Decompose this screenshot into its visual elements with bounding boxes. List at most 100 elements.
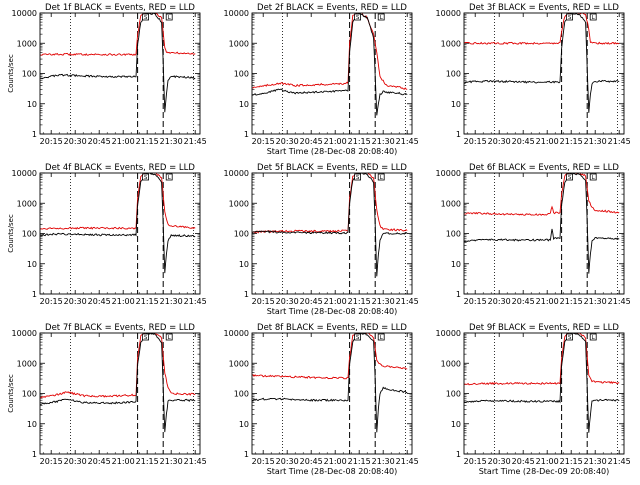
y-tick-label: 10: [451, 260, 461, 269]
y-tick-label: 1: [32, 130, 37, 139]
state-marker-label: S: [568, 175, 572, 181]
x-tick-label: 20:45: [300, 297, 323, 306]
events-series: [464, 13, 620, 113]
x-tick-label: 20:30: [64, 297, 87, 306]
state-marker-label: S: [144, 335, 148, 341]
events-series: [40, 173, 196, 274]
state-marker-label: L: [168, 15, 172, 21]
state-marker-box: [566, 173, 573, 181]
state-marker-box: [377, 13, 385, 21]
x-tick-label: 21:00: [112, 457, 135, 466]
events-series: [464, 333, 620, 433]
y-tick-label: 10: [27, 260, 37, 269]
x-tick-label: 21:30: [160, 457, 183, 466]
plot-frame: [251, 12, 413, 135]
y-tick-label: 1000: [441, 199, 461, 208]
state-marker-label: S: [356, 175, 360, 181]
x-tick-label: 21:45: [184, 297, 207, 306]
x-tick-label: 21:00: [324, 457, 347, 466]
y-axis-label: Counts/sec: [7, 54, 15, 93]
series-group: [252, 333, 408, 433]
x-tick-label: 21:00: [324, 297, 347, 306]
state-marker-box: [165, 173, 173, 181]
lld-series: [40, 173, 196, 230]
events-series: [252, 13, 408, 116]
panel-title: Det 6f BLACK = Events, RED = LLD: [469, 163, 619, 173]
x-tick-label: 21:00: [112, 297, 135, 306]
state-marker-label: L: [168, 335, 172, 341]
panel-2: Det 2f BLACK = Events, RED = LLD 1 10 100 10…: [224, 3, 419, 156]
x-tick-label: 21:15: [560, 457, 583, 466]
y-tick-label: 10: [451, 100, 461, 109]
x-tick-label: 21:15: [348, 137, 371, 146]
lld-series: [252, 173, 408, 234]
panel-title: Det 3f BLACK = Events, RED = LLD: [469, 3, 619, 13]
state-marker-box: [142, 173, 150, 181]
y-tick-label: 10000: [436, 9, 461, 18]
y-tick-label: 1: [244, 290, 249, 299]
y-tick-label: 1: [456, 130, 461, 139]
x-tick-label: 20:15: [252, 457, 275, 466]
series-group: [464, 173, 620, 274]
x-tick-label: 20:45: [88, 457, 111, 466]
series-group: [252, 13, 408, 116]
panel-4: Det 4f BLACK = Events, RED = LLD Counts/s…: [7, 163, 207, 306]
y-tick-label: 1000: [441, 359, 461, 368]
state-marker-box: [165, 13, 173, 21]
series-group: [40, 13, 196, 113]
x-tick-label: 21:30: [584, 297, 607, 306]
x-tick-label: 20:15: [40, 457, 63, 466]
x-tick-label: 20:45: [512, 457, 535, 466]
x-tick-label: 21:00: [324, 137, 347, 146]
x-tick-label: 21:30: [160, 297, 183, 306]
x-tick-label: 21:00: [536, 137, 559, 146]
x-tick-label: 21:15: [136, 137, 159, 146]
x-axis-label: Start Time (28-Dec-08 20:08:40): [267, 147, 398, 156]
panel-title: Det 9f BLACK = Events, RED = LLD: [469, 323, 619, 333]
state-marker-label: S: [144, 15, 148, 21]
x-tick-label: 21:00: [536, 297, 559, 306]
x-tick-label: 20:30: [64, 137, 87, 146]
x-tick-label: 21:45: [396, 297, 419, 306]
state-marker-box: [142, 13, 150, 21]
state-marker-label: L: [592, 335, 596, 341]
x-tick-label: 20:45: [88, 137, 111, 146]
events-series: [464, 173, 620, 274]
x-tick-label: 20:15: [464, 137, 487, 146]
state-marker-box: [354, 333, 362, 341]
lld-series: [252, 13, 408, 90]
y-tick-label: 10000: [436, 329, 461, 338]
panel-title: Det 5f BLACK = Events, RED = LLD: [257, 163, 407, 173]
x-tick-label: 21:15: [136, 457, 159, 466]
x-tick-label: 21:30: [584, 137, 607, 146]
y-tick-label: 10000: [12, 329, 37, 338]
y-tick-label: 100: [234, 70, 249, 79]
x-tick-label: 20:30: [64, 457, 87, 466]
x-tick-label: 21:45: [184, 457, 207, 466]
series-group: [252, 173, 408, 277]
x-tick-label: 21:15: [136, 297, 159, 306]
lld-series: [40, 13, 196, 57]
lld-series: [252, 333, 408, 380]
y-tick-label: 10000: [224, 9, 249, 18]
plot-frame: [251, 332, 413, 455]
x-tick-label: 21:45: [608, 297, 631, 306]
plot-frame: [463, 172, 625, 295]
state-marker-box: [142, 333, 150, 341]
events-series: [40, 333, 196, 433]
plot-frame: [39, 332, 201, 455]
x-tick-label: 20:30: [488, 137, 511, 146]
y-tick-label: 100: [446, 70, 461, 79]
y-tick-label: 100: [234, 390, 249, 399]
x-tick-label: 21:15: [348, 297, 371, 306]
lld-series: [464, 333, 620, 386]
y-tick-label: 1000: [441, 39, 461, 48]
state-marker-box: [566, 13, 573, 21]
y-tick-label: 1: [456, 290, 461, 299]
x-tick-label: 21:15: [560, 137, 583, 146]
x-tick-label: 21:45: [396, 457, 419, 466]
y-tick-label: 1000: [229, 359, 249, 368]
x-tick-label: 20:30: [276, 457, 299, 466]
state-marker-label: S: [356, 15, 360, 21]
x-tick-label: 20:15: [252, 297, 275, 306]
